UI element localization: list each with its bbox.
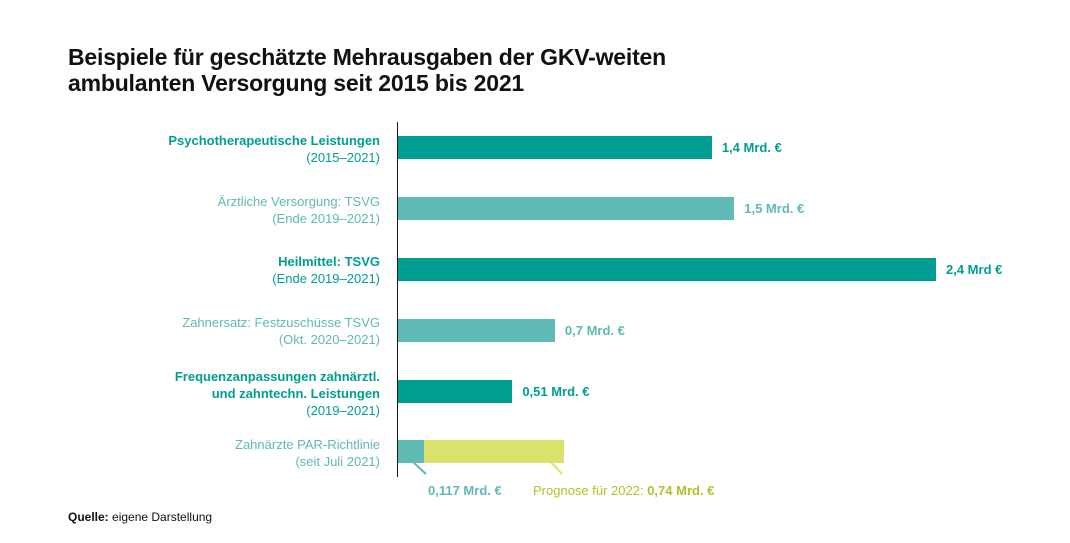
category-label: Heilmittel: TSVG (Ende 2019–2021) [120,253,380,287]
category-label-line: (Ende 2019–2021) [272,271,380,286]
bar-value-label: 1,4 Mrd. € [721,139,782,155]
leader-line-current [412,461,427,475]
bar [398,318,555,342]
category-label-line: Zahnärzte PAR-Richtlinie [235,437,380,452]
category-label-line: Frequenzanpassungen zahnärztl. [174,369,380,384]
note-current-value: 0,117 Mrd. € [428,482,502,499]
bar-value-label: 0,7 Mrd. € [564,322,625,338]
category-label: Psychotherapeutische Leistungen (2015–202… [120,132,380,166]
category-label-line: Psychotherapeutische Leistungen [168,133,380,148]
bar [398,135,712,159]
note-forecast: Prognose für 2022: 0,74 Mrd. € [533,482,714,499]
bar [398,439,425,463]
category-label-line: Zahnersatz: Festzuschüsse TSVG [182,315,380,330]
leader-line-forecast [550,461,563,475]
category-label: Zahnärzte PAR-Richtlinie (seit Juli 2021) [120,436,380,470]
source-note: Quelle: eigene Darstellung [68,510,212,524]
note-forecast-value: 0,74 Mrd. € [647,483,715,498]
category-label-line: Ärztliche Versorgung: TSVG [217,194,380,209]
source-label: Quelle: [68,510,109,524]
chart-title: Beispiele für geschätzte Mehrausgaben de… [68,44,968,96]
category-label: Ärztliche Versorgung: TSVG (Ende 2019–202… [120,193,380,227]
category-label: Zahnersatz: Festzuschüsse TSVG (Okt. 2020… [120,314,380,348]
bar-value-label: 2,4 Mrd € [946,261,1003,277]
bar [398,379,513,403]
forecast-bar [424,439,564,463]
category-label-line: (Okt. 2020–2021) [278,332,380,347]
chart-title-line-1: Beispiele für geschätzte Mehrausgaben de… [68,44,666,70]
bar-value-label: 1,5 Mrd. € [744,200,805,216]
category-label-line: (2015–2021) [306,150,380,165]
y-axis-line [397,122,398,477]
category-label-line: (Ende 2019–2021) [272,211,380,226]
note-current-value-text: 0,117 Mrd. € [428,483,502,498]
category-label-line: Heilmittel: TSVG [278,254,380,269]
bar [398,196,735,220]
category-label-line: und zahntechn. Leistungen [211,386,380,401]
category-label: Frequenzanpassungen zahnärztl. und zahnte… [120,368,380,419]
category-label-line: (2019–2021) [306,403,380,418]
chart-title-line-2: ambulanten Versorgung seit 2015 bis 2021 [68,70,525,96]
category-label-line: (seit Juli 2021) [295,454,380,469]
source-text: eigene Darstellung [108,510,213,524]
note-forecast-prefix: Prognose für 2022: [533,483,648,498]
bar [398,257,936,281]
bar-value-label: 0,51 Mrd. € [522,383,590,399]
